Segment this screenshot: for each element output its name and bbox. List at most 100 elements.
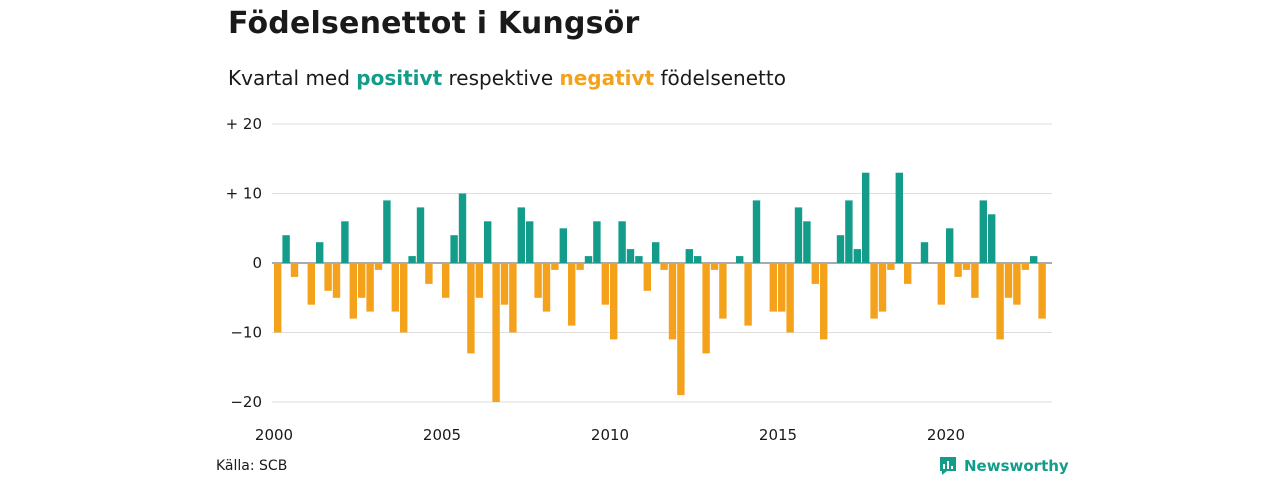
bar [425, 263, 433, 284]
bar [517, 207, 525, 263]
bar [710, 263, 719, 270]
bar [349, 263, 357, 319]
bar [937, 263, 945, 305]
bar [534, 263, 542, 298]
bar [904, 263, 912, 284]
bar [442, 263, 450, 298]
bar [971, 263, 979, 298]
bar [862, 172, 870, 263]
bar [500, 263, 509, 305]
bar [786, 263, 794, 333]
bar [946, 228, 954, 264]
x-tick-label: 2010 [591, 426, 629, 444]
bar [845, 200, 853, 263]
bar [593, 221, 601, 263]
bar [836, 235, 845, 263]
newsworthy-logo-icon [940, 457, 956, 475]
bar [1004, 263, 1013, 298]
bar [752, 200, 761, 263]
bar [920, 242, 929, 263]
bar [1030, 256, 1038, 263]
bar [962, 263, 971, 270]
bar [391, 263, 399, 312]
y-tick-label: + 10 [226, 185, 262, 203]
source-note: Källa: SCB [216, 458, 288, 474]
brand-logo[interactable]: Newsworthy [938, 456, 1069, 476]
x-tick-label: 2015 [759, 426, 797, 444]
y-axis-ticks: + 20 + 10 0 −10 −20 [226, 115, 262, 411]
bar [475, 263, 483, 298]
subtitle-suffix: födelsenetto [660, 66, 786, 90]
bar [610, 263, 618, 340]
subtitle-negative-word: negativt [559, 66, 655, 90]
x-tick-label: 2000 [255, 426, 293, 444]
bar [618, 221, 626, 263]
bar [643, 263, 651, 291]
bar [316, 242, 324, 263]
bar [601, 263, 609, 305]
bar [878, 263, 887, 312]
bars [274, 172, 1046, 402]
subtitle-positive-word: positivt [356, 66, 443, 90]
bar [307, 263, 315, 305]
bar [820, 263, 828, 340]
bar [332, 263, 341, 298]
y-tick-label: −20 [230, 393, 262, 411]
bar [744, 263, 752, 326]
bar [652, 242, 660, 263]
bar [626, 249, 635, 263]
bar [803, 221, 811, 263]
bar [366, 263, 374, 312]
bar [988, 214, 996, 263]
bar [341, 221, 349, 263]
bar [694, 256, 702, 263]
bar [677, 263, 685, 396]
bar [408, 256, 416, 263]
bar [324, 263, 332, 291]
bar [559, 228, 567, 264]
bar [668, 263, 677, 340]
bar [551, 263, 559, 270]
bar [383, 200, 391, 263]
bar [467, 263, 475, 354]
bar [979, 200, 987, 263]
bar [358, 263, 366, 298]
bar [719, 263, 727, 319]
bar [811, 263, 819, 284]
y-tick-label: −10 [230, 324, 262, 342]
bar [484, 221, 492, 263]
subtitle-middle: respektive [448, 66, 554, 90]
bar [778, 263, 786, 312]
bar [736, 256, 744, 263]
bar [887, 263, 895, 270]
bar [568, 263, 576, 326]
bar [542, 263, 551, 312]
bar [450, 235, 458, 263]
x-tick-label: 2020 [927, 426, 965, 444]
bar [282, 235, 290, 263]
bar [526, 221, 534, 263]
bar [492, 263, 500, 402]
bar [870, 263, 878, 319]
bar [996, 263, 1004, 340]
bar [576, 263, 584, 270]
bar [400, 263, 408, 333]
bar [374, 263, 383, 270]
bar [416, 207, 425, 263]
bar [895, 172, 903, 263]
bar [290, 263, 299, 277]
bar [458, 193, 467, 263]
bar [702, 263, 710, 354]
bar [769, 263, 777, 312]
bar [274, 263, 282, 333]
subtitle-prefix: Kvartal med [228, 66, 350, 90]
x-tick-label: 2005 [423, 426, 461, 444]
bar [635, 256, 643, 263]
y-tick-label: 0 [252, 254, 262, 272]
chart-subtitle: Kvartal med positivt respektive negativt… [228, 66, 786, 90]
bar [1021, 263, 1029, 270]
bar [954, 263, 962, 277]
bar [794, 207, 803, 263]
bar [509, 263, 517, 333]
